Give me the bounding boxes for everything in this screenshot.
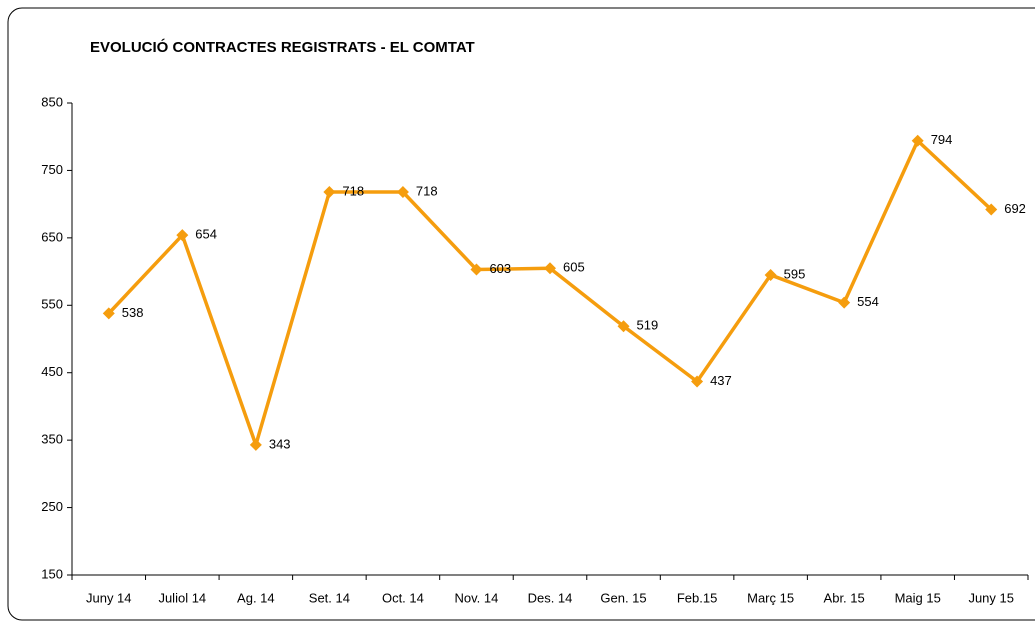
marker [470, 263, 483, 276]
data-label: 718 [416, 183, 438, 198]
data-label: 654 [195, 227, 217, 242]
data-label: 718 [342, 183, 364, 198]
data-label: 595 [784, 266, 806, 281]
marker [764, 268, 777, 281]
x-tick-label: Feb.15 [677, 590, 717, 605]
data-label: 794 [931, 132, 953, 147]
x-tick-label: Oct. 14 [382, 590, 424, 605]
x-tick-label: Juny 15 [968, 590, 1014, 605]
y-tick-label: 750 [41, 162, 63, 177]
data-label: 603 [489, 261, 511, 276]
y-tick-label: 450 [41, 364, 63, 379]
chart-border [7, 7, 1035, 621]
y-tick-label: 350 [41, 432, 63, 447]
x-tick-label: Juliol 14 [158, 590, 206, 605]
data-label: 554 [857, 294, 879, 309]
marker [249, 438, 262, 451]
marker [544, 262, 556, 275]
data-label: 343 [269, 436, 291, 451]
y-tick-label: 150 [41, 566, 63, 581]
x-tick-label: Ag. 14 [237, 590, 275, 605]
x-tick-label: Nov. 14 [455, 590, 499, 605]
data-label: 692 [1004, 201, 1026, 216]
data-label: 519 [637, 318, 659, 333]
x-tick-label: Abr. 15 [824, 590, 865, 605]
y-tick-label: 850 [41, 94, 63, 109]
marker [911, 134, 924, 147]
y-tick-label: 250 [41, 499, 63, 514]
marker [985, 203, 998, 216]
chart-title: EVOLUCIÓ CONTRACTES REGISTRATS - EL COMT… [90, 38, 475, 56]
marker [691, 375, 704, 388]
marker [396, 186, 409, 199]
marker [838, 296, 851, 309]
marker [323, 186, 336, 199]
x-tick-label: Maig 15 [895, 590, 941, 605]
data-label: 437 [710, 373, 732, 388]
x-tick-label: Març 15 [747, 590, 794, 605]
marker [102, 307, 115, 320]
data-label: 538 [122, 305, 144, 320]
marker [617, 320, 630, 333]
x-tick-label: Juny 14 [86, 590, 132, 605]
marker [176, 229, 189, 242]
x-tick-label: Set. 14 [309, 590, 350, 605]
y-tick-label: 550 [41, 297, 63, 312]
y-tick-label: 650 [41, 229, 63, 244]
x-tick-label: Des. 14 [528, 590, 573, 605]
data-label: 605 [563, 260, 585, 275]
x-tick-label: Gen. 15 [600, 590, 646, 605]
